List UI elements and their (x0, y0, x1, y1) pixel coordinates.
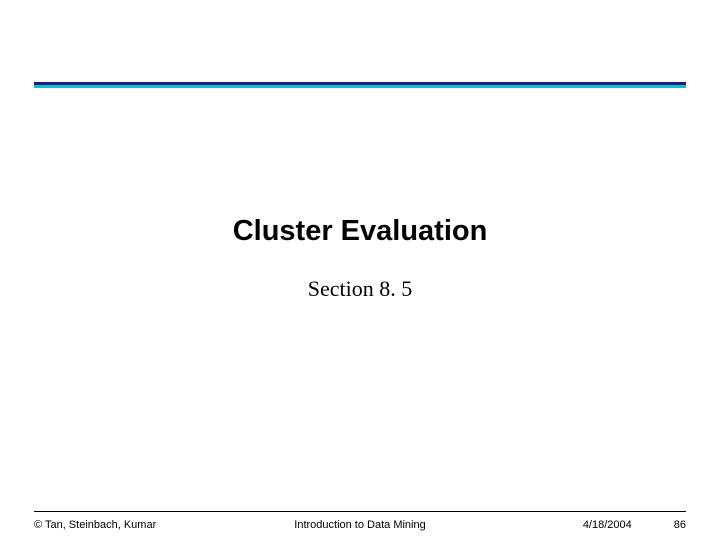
footer-center-text: Introduction to Data Mining (294, 519, 425, 531)
footer-divider (34, 511, 686, 512)
slide-title: Cluster Evaluation (0, 215, 720, 248)
footer-right-group: 4/18/2004 86 (583, 519, 686, 531)
footer-copyright: © Tan, Steinbach, Kumar (34, 519, 156, 531)
header-decorative-bar (34, 82, 686, 88)
slide-footer: © Tan, Steinbach, Kumar Introduction to … (34, 519, 686, 531)
header-bar-bottom (34, 85, 686, 88)
slide-content: Cluster Evaluation Section 8. 5 (0, 215, 720, 302)
footer-page-number: 86 (674, 519, 686, 531)
footer-date: 4/18/2004 (583, 519, 632, 531)
slide-subtitle: Section 8. 5 (0, 276, 720, 302)
